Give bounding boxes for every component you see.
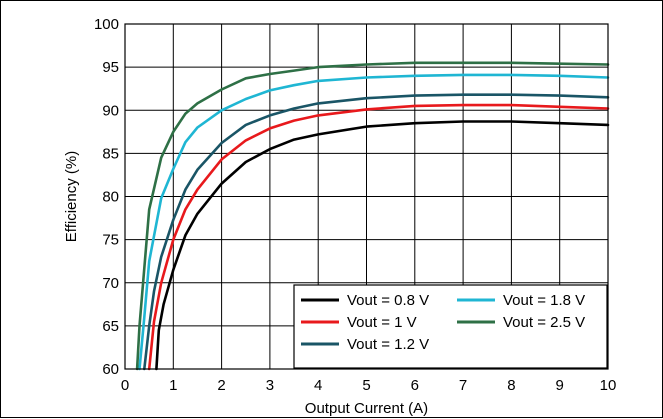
x-tick-label: 8	[507, 377, 515, 394]
y-tick-labels: 60 65 70 75 80 85 90 95 100	[94, 16, 119, 378]
series-line-4	[138, 73, 610, 371]
y-tick-label: 60	[102, 361, 119, 378]
x-tick-label: 10	[600, 377, 617, 394]
plot-border	[124, 23, 609, 370]
y-tick-label: 70	[102, 275, 119, 292]
legend-label-1: Vout = 0.8 V	[347, 292, 429, 309]
y-tick-label: 75	[102, 232, 119, 249]
legend-label-3: Vout = 1.2 V	[347, 336, 429, 353]
legend-label-4: Vout = 1.8 V	[503, 292, 585, 309]
y-tick-label: 85	[102, 145, 119, 162]
x-tick-label: 4	[314, 377, 322, 394]
y-tick-label: 80	[102, 189, 119, 206]
y-tick-label: 95	[102, 59, 119, 76]
series-line-3	[143, 93, 610, 371]
y-tick-label: 100	[94, 16, 119, 33]
series-line-1	[155, 120, 610, 371]
legend-label-2: Vout = 1 V	[347, 314, 417, 331]
x-axis-label: Output Current (A)	[305, 400, 428, 417]
x-tick-label: 6	[411, 377, 419, 394]
y-tick-label: 65	[102, 318, 119, 335]
series-line-5	[135, 61, 610, 371]
x-tick-label: 0	[121, 377, 129, 394]
legend-label-5: Vout = 2.5 V	[503, 314, 585, 331]
y-tick-label: 90	[102, 102, 119, 119]
series-line-2	[147, 103, 610, 371]
x-tick-label: 7	[459, 377, 467, 394]
legend: Vout = 0.8 V Vout = 1 V Vout = 1.2 V Vout =…	[293, 284, 608, 369]
x-tick-label: 1	[169, 377, 177, 394]
x-tick-label: 9	[556, 377, 564, 394]
series-lines	[135, 61, 610, 371]
x-tick-label: 5	[362, 377, 370, 394]
x-tick-label: 2	[217, 377, 225, 394]
x-tick-label: 3	[266, 377, 274, 394]
y-axis-label: Efficiency (%)	[63, 151, 80, 242]
x-tick-labels: 0 1 2 3 4 5 6 7 8 9 10	[121, 377, 617, 394]
legend-box	[293, 284, 608, 369]
